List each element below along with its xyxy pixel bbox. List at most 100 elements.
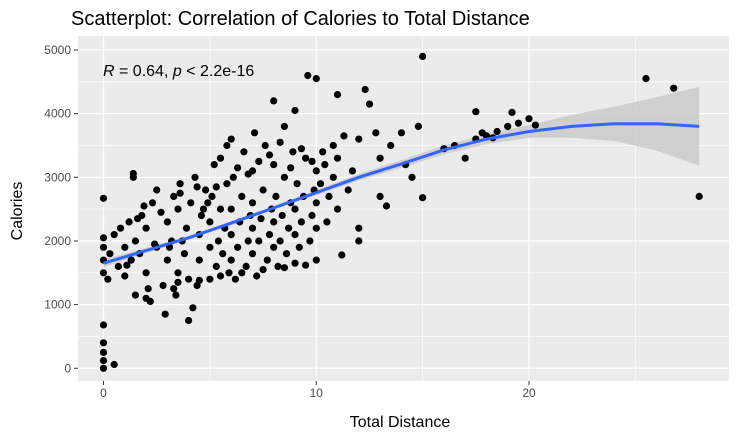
y-tick-label: 3000 xyxy=(44,170,71,184)
data-point xyxy=(197,211,205,220)
data-point xyxy=(282,250,291,258)
data-point xyxy=(227,135,235,143)
data-point xyxy=(174,205,182,213)
data-point xyxy=(295,243,303,251)
data-point xyxy=(291,205,299,213)
data-point xyxy=(182,224,191,232)
data-point xyxy=(340,132,348,140)
data-point xyxy=(187,199,195,207)
chart-title: Scatterplot: Correlation of Calories to … xyxy=(71,8,530,30)
data-point xyxy=(244,170,252,178)
data-point xyxy=(257,215,265,223)
data-point xyxy=(419,52,427,61)
data-point xyxy=(99,364,108,372)
data-point xyxy=(131,291,139,299)
data-point xyxy=(270,218,278,226)
data-point xyxy=(227,205,235,213)
data-point xyxy=(229,173,237,181)
data-point xyxy=(259,266,267,274)
data-point xyxy=(206,275,214,283)
data-point xyxy=(338,251,346,259)
correlation-annotation: R = 0.64, p < 2.2e-16 xyxy=(103,63,254,80)
data-point xyxy=(329,173,337,181)
data-point xyxy=(223,141,231,150)
data-point xyxy=(227,231,235,239)
data-point xyxy=(121,243,129,251)
data-point xyxy=(291,106,299,115)
data-point xyxy=(376,154,384,162)
data-point xyxy=(312,75,320,83)
data-point xyxy=(99,321,108,329)
data-point xyxy=(129,169,137,178)
data-point xyxy=(414,122,422,130)
data-point xyxy=(227,256,235,264)
data-point xyxy=(202,186,210,194)
data-point xyxy=(206,218,214,226)
data-point xyxy=(270,97,278,105)
data-point xyxy=(514,119,523,127)
plot-panel xyxy=(78,36,729,381)
data-point xyxy=(259,186,267,194)
smooth-trend-line xyxy=(103,122,700,265)
data-point xyxy=(212,262,220,270)
data-point xyxy=(312,256,320,264)
data-point xyxy=(219,250,227,258)
data-point xyxy=(163,218,171,226)
data-point xyxy=(308,211,316,220)
x-tick-label: 0 xyxy=(100,386,107,400)
data-point xyxy=(121,272,129,280)
data-point xyxy=(276,138,284,146)
y-tick-label: 0 xyxy=(64,361,71,375)
y-tick-label: 1000 xyxy=(44,298,71,312)
data-point xyxy=(174,278,182,286)
data-point xyxy=(302,261,310,269)
p-value: < 2.2e-16 xyxy=(182,63,255,80)
data-point xyxy=(302,154,310,162)
data-point xyxy=(142,224,150,232)
data-point xyxy=(263,256,271,264)
x-tick-label: 10 xyxy=(310,386,324,400)
data-point xyxy=(231,275,239,283)
data-point xyxy=(99,357,108,365)
data-point xyxy=(297,218,305,226)
data-point xyxy=(293,180,301,188)
data-point xyxy=(255,237,263,245)
data-point xyxy=(99,194,108,202)
data-point xyxy=(270,161,278,169)
data-point xyxy=(185,316,193,325)
data-point xyxy=(287,164,295,172)
data-point xyxy=(195,276,203,284)
data-point xyxy=(110,231,118,239)
data-point xyxy=(372,129,380,137)
data-point xyxy=(134,215,142,223)
data-point xyxy=(208,192,216,200)
y-axis-title: Calories xyxy=(9,182,26,241)
y-tick-label: 2000 xyxy=(44,234,71,248)
data-point xyxy=(99,243,108,251)
data-point xyxy=(234,243,242,251)
data-point xyxy=(289,148,297,156)
data-point xyxy=(387,141,395,150)
data-point xyxy=(176,180,184,188)
data-point xyxy=(170,192,178,200)
data-point xyxy=(144,285,152,293)
data-point xyxy=(174,269,182,277)
data-point xyxy=(344,186,352,194)
data-point xyxy=(195,256,203,264)
data-point xyxy=(361,85,369,94)
data-point xyxy=(240,148,248,156)
y-tick-label: 5000 xyxy=(44,43,71,57)
data-point xyxy=(99,339,108,347)
data-point xyxy=(238,192,246,200)
data-point xyxy=(172,291,180,299)
minor-gridlines xyxy=(78,36,729,381)
data-point xyxy=(323,218,331,226)
data-point xyxy=(99,269,108,277)
data-point xyxy=(199,205,208,213)
data-point xyxy=(670,84,678,92)
data-point xyxy=(212,183,220,191)
data-point xyxy=(472,108,480,116)
data-point xyxy=(274,262,282,270)
data-point xyxy=(191,173,199,181)
x-axis-ticks: 0 10 20 xyxy=(100,381,536,400)
